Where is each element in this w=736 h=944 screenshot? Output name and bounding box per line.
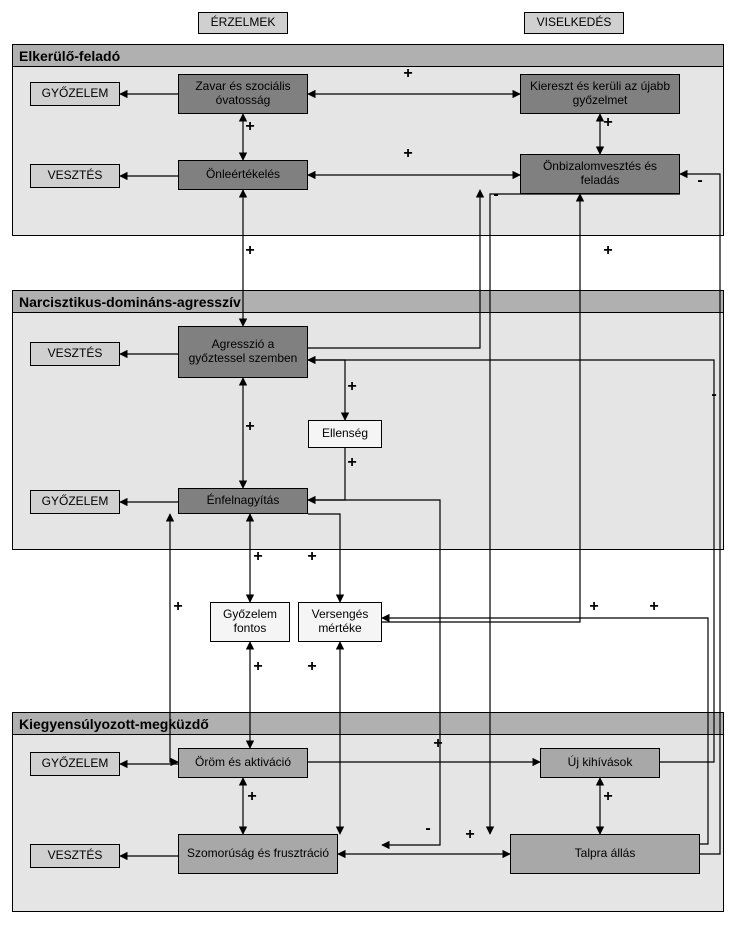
edge-sign: - [692, 172, 708, 192]
edge-sign: + [344, 378, 360, 398]
edge-sign: + [600, 114, 616, 134]
node-kie: Kiereszt és kerüli az újabb győzelmet [520, 74, 680, 114]
node-onle: Önleértékelés [178, 160, 308, 190]
edge-sign: - [488, 186, 504, 206]
header-emotions: ÉRZELMEK [198, 12, 288, 34]
diagram-canvas: ÉRZELMEK VISELKEDÉS Elkerülő-feladó Narcisz… [0, 0, 736, 944]
edge-sign: + [242, 242, 258, 262]
panel-p3: Kiegyensúlyozott-megküzdő [12, 712, 724, 912]
node-enf: Énfelnagyítás [178, 488, 308, 514]
edge-sign: + [400, 145, 416, 165]
panel-title: Kiegyensúlyozott-megküzdő [13, 713, 723, 735]
edge-sign: + [170, 598, 186, 618]
panel-title: Narcisztikus-domináns-agresszív [13, 291, 723, 313]
edge-sign: + [600, 242, 616, 262]
node-szom: Szomorúság és frusztráció [178, 834, 338, 874]
node-gy1: GYŐZELEM [30, 82, 120, 106]
header-behavior: VISELKEDÉS [524, 12, 624, 34]
edge-sign: + [250, 658, 266, 678]
node-onbi: Önbizalomvesztés és feladás [520, 154, 680, 194]
panel-title: Elkerülő-feladó [13, 45, 723, 67]
edge-sign: + [250, 548, 266, 568]
node-orom: Öröm és aktiváció [178, 748, 308, 778]
edge-sign: + [430, 735, 446, 755]
node-ve2: VESZTÉS [30, 342, 120, 366]
edge-sign: - [420, 820, 436, 840]
node-talp: Talpra állás [510, 834, 700, 874]
edge-sign: + [304, 658, 320, 678]
node-ell: Ellenség [308, 420, 382, 448]
node-ver: Versengés mértéke [298, 602, 382, 642]
edge-sign: + [244, 788, 260, 808]
panel-p1: Elkerülő-feladó [12, 44, 724, 236]
edge-sign: + [304, 548, 320, 568]
node-gy2: GYŐZELEM [30, 490, 120, 514]
node-agr: Agresszió a győztessel szemben [178, 326, 308, 378]
edge-sign: + [242, 418, 258, 438]
node-gy3: GYŐZELEM [30, 752, 120, 776]
node-ve1: VESZTÉS [30, 164, 120, 188]
edge-sign: + [462, 826, 478, 846]
node-zav: Zavar és szociális óvatosság [178, 74, 308, 114]
edge-sign: + [400, 65, 416, 85]
node-gyf: Győzelem fontos [210, 602, 290, 642]
edge-sign: + [344, 454, 360, 474]
edge-sign: + [586, 598, 602, 618]
node-ve3: VESZTÉS [30, 844, 120, 868]
node-ujk: Új kihívások [540, 748, 660, 778]
edge-sign: + [600, 788, 616, 808]
edge-sign: + [646, 598, 662, 618]
edge-sign: - [706, 386, 722, 406]
edge-sign: + [242, 118, 258, 138]
